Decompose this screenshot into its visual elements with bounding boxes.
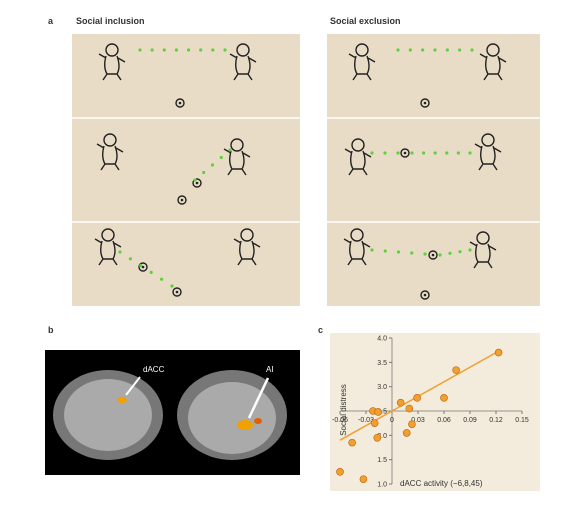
throw-dot — [396, 250, 401, 254]
throw-dot — [174, 48, 179, 52]
y-tick-label: 1.5 — [377, 457, 387, 464]
throw-dot — [370, 151, 374, 155]
throw-dot — [139, 264, 143, 268]
y-tick-label: 4.0 — [377, 336, 387, 343]
x-tick-label: 0.12 — [489, 417, 503, 424]
throw-dot — [149, 270, 153, 274]
point — [452, 366, 460, 374]
point — [359, 475, 368, 483]
annotation: AI — [266, 365, 274, 374]
point — [440, 394, 448, 402]
panel-label: c — [318, 325, 323, 335]
annotation: dACC — [143, 365, 165, 374]
y-axis-label: Social distress — [339, 384, 348, 436]
throw-dot — [423, 252, 427, 256]
point — [336, 468, 344, 476]
throw-dot — [162, 48, 166, 52]
throw-dot — [138, 48, 142, 52]
throw-dot — [408, 48, 412, 52]
panel-title: Social exclusion — [330, 16, 401, 26]
throw-dot — [186, 48, 191, 52]
throw-dot — [438, 253, 442, 257]
x-tick-label: 0.06 — [437, 417, 451, 424]
x-tick-label: 0.09 — [463, 417, 477, 424]
throw-dot — [223, 48, 227, 52]
point — [413, 394, 421, 402]
point — [374, 408, 382, 416]
throw-dot — [422, 151, 426, 155]
throw-dot — [433, 151, 437, 155]
x-tick-label: 0 — [390, 417, 394, 424]
throw-dot — [370, 248, 374, 252]
y-tick-label: 3.0 — [377, 384, 387, 391]
y-tick-label: 2.0 — [377, 433, 387, 440]
x-tick-label: 0.03 — [411, 417, 425, 424]
point — [373, 433, 382, 442]
y-tick-label: 1.0 — [377, 482, 387, 489]
throw-dot — [468, 151, 472, 155]
scatter-chart: -0.06 -0.03 0 0.03 0.06 0.09 0.12 0.15 1.0 1.5 2.0… — [330, 333, 540, 491]
x-axis-label: dACC activity (−6,8,45) — [400, 479, 483, 488]
point — [408, 420, 416, 428]
point — [348, 438, 356, 447]
throw-dot — [199, 48, 203, 52]
throw-dot — [468, 248, 472, 252]
throw-dot — [410, 251, 414, 255]
throw-dot — [170, 284, 174, 288]
throw-dot — [383, 249, 387, 253]
throw-dot — [210, 163, 215, 167]
throw-dot — [396, 48, 400, 52]
throw-dot — [448, 251, 452, 255]
throw-dot — [470, 48, 474, 52]
throw-dot — [150, 48, 154, 52]
throw-dot — [445, 48, 449, 52]
x-tick-label: 0.15 — [515, 417, 529, 424]
point — [396, 398, 405, 407]
throw-dot — [433, 48, 437, 52]
throw-dot — [456, 151, 460, 155]
throw-dot — [383, 151, 387, 155]
throw-dot — [458, 48, 462, 52]
cartoon-panels — [72, 34, 540, 306]
throw-dot — [396, 151, 400, 155]
point — [402, 429, 411, 437]
throw-dot — [118, 250, 122, 254]
y-tick-label: 2.5 — [377, 409, 387, 416]
throw-dot — [219, 155, 223, 160]
throw-dot — [193, 178, 197, 182]
point — [370, 419, 379, 427]
y-tick-label: 3.5 — [377, 360, 387, 367]
plot-background — [330, 333, 540, 491]
point — [405, 404, 414, 413]
panel-label: a — [48, 16, 54, 26]
throw-dot — [228, 148, 232, 152]
brain-images — [45, 350, 300, 475]
throw-dot — [445, 151, 449, 155]
x-tick-label: -0.06 — [332, 417, 348, 424]
throw-dot — [211, 48, 215, 52]
throw-dot — [421, 48, 425, 52]
throw-dot — [202, 170, 206, 175]
throw-dot — [410, 151, 414, 155]
throw-dot — [128, 257, 132, 261]
panel-title: Social inclusion — [76, 16, 145, 26]
point — [494, 348, 503, 357]
throw-dot — [458, 250, 462, 254]
panel-label: b — [48, 325, 54, 335]
throw-dot — [160, 277, 164, 281]
x-tick-label: -0.03 — [358, 417, 374, 424]
